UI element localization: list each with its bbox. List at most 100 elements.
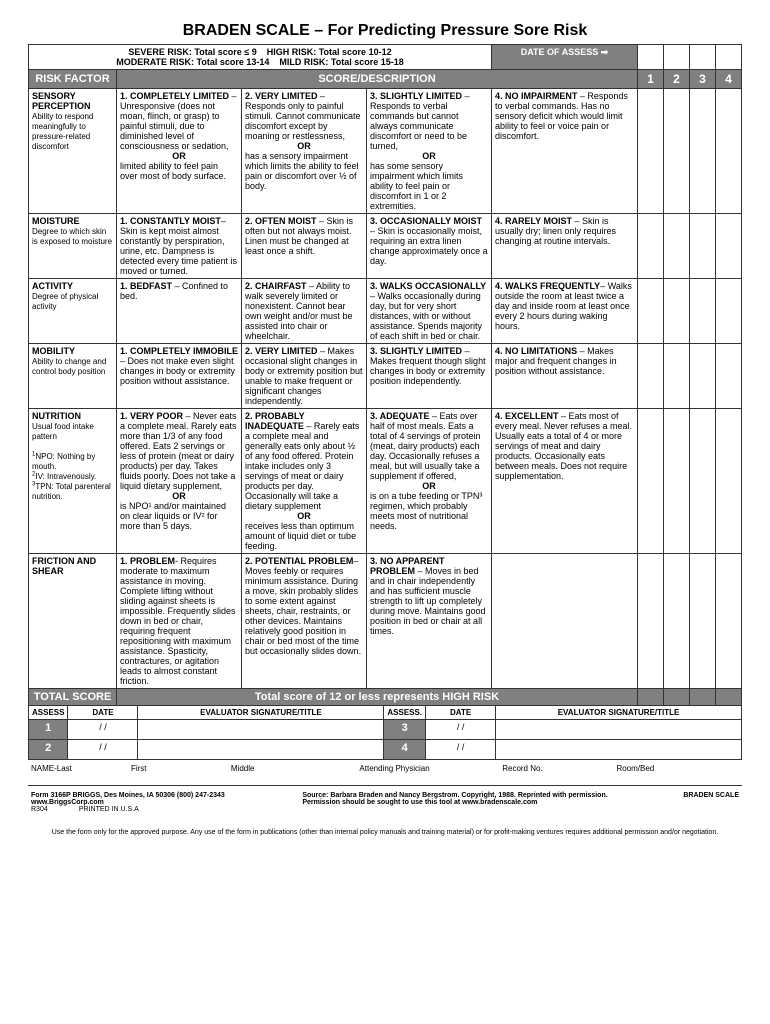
moisture-3: 3. OCCASIONALLY MOIST – Skin is occasion… [367, 214, 492, 279]
date-head-2: DATE [426, 706, 496, 720]
nutrition-factor: NUTRITIONUsual food intake pattern1NPO: … [29, 409, 117, 554]
footer-brand: BRADEN SCALE [613, 786, 742, 816]
total-score-desc: Total score of 12 or less represents HIG… [117, 689, 638, 706]
score-box[interactable] [664, 344, 690, 409]
activity-1: 1. BEDFAST – Confined to bed. [117, 279, 242, 344]
moisture-4: 4. RARELY MOIST – Skin is usually dry; l… [492, 214, 638, 279]
score-box[interactable] [664, 89, 690, 214]
score-box[interactable] [638, 409, 664, 554]
nutrition-2: 2. PROBABLY INADEQUATE – Rarely eats a c… [242, 409, 367, 554]
score-box[interactable] [690, 214, 716, 279]
date-1[interactable]: / / [68, 720, 138, 740]
moisture-factor: MOISTUREDegree to which skin is exposed … [29, 214, 117, 279]
date-box-3[interactable] [690, 45, 716, 70]
score-box[interactable] [664, 554, 690, 689]
score-box[interactable] [690, 344, 716, 409]
score-box[interactable] [638, 214, 664, 279]
header-col-2: 2 [664, 70, 690, 89]
assess-2: 2 [29, 740, 68, 760]
total-box[interactable] [638, 689, 664, 706]
date-3[interactable]: / / [426, 720, 496, 740]
assess-3: 3 [384, 720, 426, 740]
total-box[interactable] [664, 689, 690, 706]
sensory-4: 4. NO IMPAIRMENT – Responds to verbal co… [492, 89, 638, 214]
score-box[interactable] [690, 279, 716, 344]
assess-1: 1 [29, 720, 68, 740]
footer-source: Source: Barbara Braden and Nancy Bergstr… [299, 786, 613, 816]
score-box[interactable] [690, 409, 716, 554]
total-score-label: TOTAL SCORE [29, 689, 117, 706]
sensory-factor: SENSORY PERCEPTIONAbility to respond mea… [29, 89, 117, 214]
assess-4: 4 [384, 740, 426, 760]
score-box[interactable] [716, 279, 742, 344]
sig-4[interactable] [496, 740, 742, 760]
sig-head: EVALUATOR SIGNATURE/TITLE [138, 706, 384, 720]
sensory-2: 2. VERY LIMITED – Responds only to painf… [242, 89, 367, 214]
score-box[interactable] [716, 89, 742, 214]
nutrition-4: 4. EXCELLENT – Eats most of every meal. … [492, 409, 638, 554]
score-box[interactable] [638, 279, 664, 344]
friction-3: 3. NO APPARENT PROBLEM – Moves in bed an… [367, 554, 492, 689]
score-box[interactable] [638, 344, 664, 409]
sig-head-2: EVALUATOR SIGNATURE/TITLE [496, 706, 742, 720]
date-of-assess-label: DATE OF ASSESS ➡ [492, 45, 638, 70]
score-box[interactable] [690, 554, 716, 689]
friction-2: 2. POTENTIAL PROBLEM– Moves feebly or re… [242, 554, 367, 689]
sig-1[interactable] [138, 720, 384, 740]
assess-head: ASSESS [29, 706, 68, 720]
sensory-3: 3. SLIGHTLY LIMITED – Responds to verbal… [367, 89, 492, 214]
friction-1: 1. PROBLEM- Requires moderate to maximum… [117, 554, 242, 689]
score-box[interactable] [716, 214, 742, 279]
score-box[interactable] [664, 279, 690, 344]
sensory-1: 1. COMPLETELY LIMITED – Unresponsive (do… [117, 89, 242, 214]
score-box[interactable] [690, 89, 716, 214]
field-middle: Middle [228, 760, 357, 775]
activity-4: 4. WALKS FREQUENTLY– Walks outside the r… [492, 279, 638, 344]
mobility-2: 2. VERY LIMITED – Makes occasional sligh… [242, 344, 367, 409]
patient-fields: NAME-Last First Middle Attending Physici… [28, 760, 742, 775]
score-box[interactable] [716, 409, 742, 554]
score-box[interactable] [716, 554, 742, 689]
activity-factor: ACTIVITYDegree of physical activity [29, 279, 117, 344]
header-risk-factor: RISK FACTOR [29, 70, 117, 89]
total-box[interactable] [716, 689, 742, 706]
sig-3[interactable] [496, 720, 742, 740]
date-box-1[interactable] [638, 45, 664, 70]
field-name-last: NAME-Last [28, 760, 128, 775]
assess-head-2: ASSESS. [384, 706, 426, 720]
nutrition-1: 1. VERY POOR – Never eats a complete mea… [117, 409, 242, 554]
activity-2: 2. CHAIRFAST – Ability to walk severely … [242, 279, 367, 344]
score-box[interactable] [638, 89, 664, 214]
field-physician: Attending Physician [356, 760, 499, 775]
score-box[interactable] [638, 554, 664, 689]
assess-table: ASSESS DATE EVALUATOR SIGNATURE/TITLE AS… [28, 705, 742, 760]
footer-left: Form 3166P BRIGGS, Des Moines, IA 50306 … [28, 786, 299, 816]
date-box-4[interactable] [716, 45, 742, 70]
risk-levels: SEVERE RISK: Total score ≤ 9 HIGH RISK: … [29, 45, 492, 70]
score-box[interactable] [716, 344, 742, 409]
date-head: DATE [68, 706, 138, 720]
sig-2[interactable] [138, 740, 384, 760]
date-box-2[interactable] [664, 45, 690, 70]
moisture-2: 2. OFTEN MOIST – Skin is often but not a… [242, 214, 367, 279]
friction-4 [492, 554, 638, 689]
page-title: BRADEN SCALE – For Predicting Pressure S… [28, 22, 742, 40]
mobility-factor: MOBILITYAbility to change and control bo… [29, 344, 117, 409]
activity-3: 3. WALKS OCCASIONALLY – Walks occasional… [367, 279, 492, 344]
mobility-3: 3. SLIGHTLY LIMITED – Makes frequent tho… [367, 344, 492, 409]
date-2[interactable]: / / [68, 740, 138, 760]
mobility-1: 1. COMPLETELY IMMOBILE – Does not make e… [117, 344, 242, 409]
date-4[interactable]: / / [426, 740, 496, 760]
header-score-desc: SCORE/DESCRIPTION [117, 70, 638, 89]
total-box[interactable] [690, 689, 716, 706]
footer: Form 3166P BRIGGS, Des Moines, IA 50306 … [28, 785, 742, 815]
field-room: Room/Bed [613, 760, 742, 775]
header-col-1: 1 [638, 70, 664, 89]
score-box[interactable] [664, 409, 690, 554]
disclaimer: Use the form only for the approved purpo… [28, 829, 742, 836]
moisture-1: 1. CONSTANTLY MOIST– Skin is kept moist … [117, 214, 242, 279]
header-col-4: 4 [716, 70, 742, 89]
nutrition-3: 3. ADEQUATE – Eats over half of most mea… [367, 409, 492, 554]
mobility-4: 4. NO LIMITATIONS – Makes major and freq… [492, 344, 638, 409]
score-box[interactable] [664, 214, 690, 279]
